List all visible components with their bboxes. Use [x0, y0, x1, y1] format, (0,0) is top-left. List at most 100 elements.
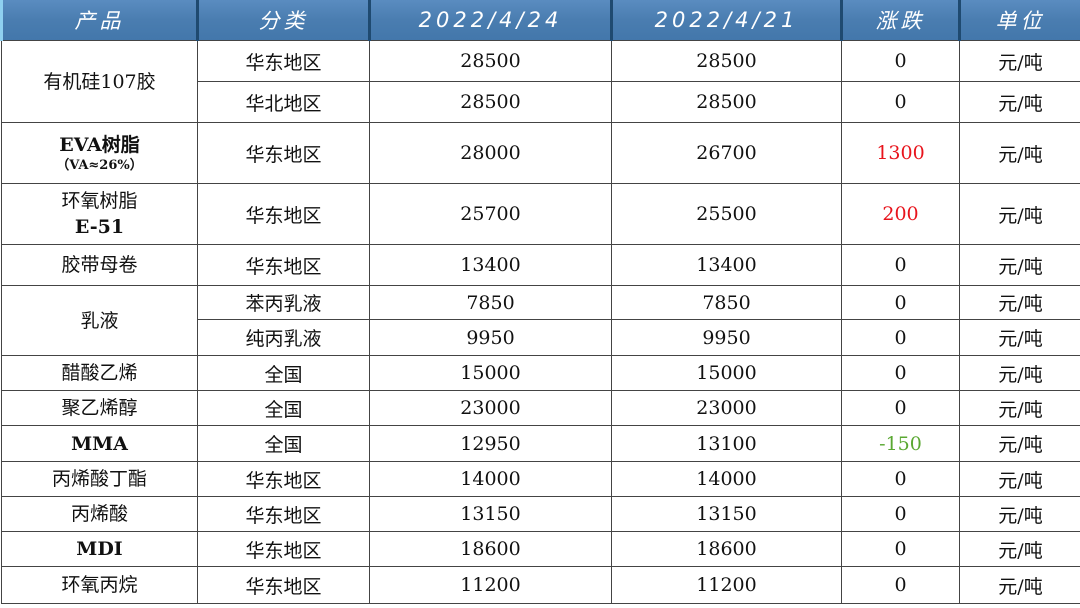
table-row: 聚乙烯醇 全国 23000 23000 0 元/吨 [1, 390, 1080, 426]
price-date2: 13150 [611, 496, 842, 532]
price-date2: 14000 [611, 461, 842, 497]
table-row: EVA树脂 （VA≈26%） 华东地区 28000 26700 1300 元/吨 [1, 122, 1080, 184]
product-cell: EVA树脂 （VA≈26%） [1, 122, 198, 184]
price-date2: 28500 [611, 40, 842, 82]
product-name: 乳液 [80, 309, 119, 332]
table-row: 环氧丙烷 华东地区 11200 11200 0 元/吨 [1, 566, 1080, 604]
price-date1: 28500 [369, 81, 612, 123]
unit-cell: 元/吨 [959, 40, 1080, 82]
product-subname: E-51 [74, 216, 125, 238]
unit-cell: 元/吨 [959, 425, 1080, 462]
unit-cell: 元/吨 [959, 183, 1080, 245]
product-cell: 环氧树脂 E-51 [1, 183, 198, 245]
product-name: 聚乙烯醇 [61, 397, 138, 419]
product-name: 丙烯酸丁酯 [51, 468, 147, 490]
product-name: 环氧树脂 [61, 190, 138, 212]
category-cell: 华东地区 [197, 40, 370, 82]
header-date2: 2022/4/21 [610, 0, 843, 41]
product-name: 醋酸乙烯 [61, 362, 138, 384]
price-date1: 9950 [369, 319, 612, 356]
change-cell: 0 [841, 244, 960, 286]
price-date1: 28000 [369, 122, 612, 184]
category-cell: 全国 [197, 425, 370, 462]
price-date1: 14000 [369, 461, 612, 497]
table-row: 胶带母卷 华东地区 13400 13400 0 元/吨 [1, 244, 1080, 286]
unit-cell: 元/吨 [959, 122, 1080, 184]
change-cell: 0 [841, 285, 960, 320]
price-date2: 7850 [611, 285, 842, 320]
change-cell: 0 [841, 496, 960, 532]
product-cell: 聚乙烯醇 [1, 390, 198, 426]
price-date1: 15000 [369, 355, 612, 391]
product-cell: 乳液 [1, 285, 198, 356]
change-cell: 1300 [841, 122, 960, 184]
category-cell: 华东地区 [197, 531, 370, 567]
table-row: 丙烯酸 华东地区 13150 13150 0 元/吨 [1, 496, 1080, 532]
table-row: MMA 全国 12950 13100 -150 元/吨 [1, 425, 1080, 462]
price-date2: 25500 [611, 183, 842, 245]
header-product: 产品 [0, 0, 199, 41]
change-cell: 200 [841, 183, 960, 245]
table-row: 华北地区 28500 28500 0 元/吨 [2, 81, 1080, 123]
header-row: 产品 分类 2022/4/24 2022/4/21 涨跌 单位 [0, 0, 1080, 41]
unit-cell: 元/吨 [959, 355, 1080, 391]
price-date1: 13150 [369, 496, 612, 532]
unit-cell: 元/吨 [959, 531, 1080, 567]
product-subname: （VA≈26%） [56, 158, 143, 173]
product-name: 丙烯酸 [70, 503, 128, 525]
product-name: MMA [71, 432, 128, 455]
price-date1: 11200 [369, 566, 612, 604]
table-row: 乳液 苯丙乳液 7850 7850 0 元/吨 [1, 285, 1080, 356]
unit-cell: 元/吨 [959, 461, 1080, 497]
price-date1: 18600 [369, 531, 612, 567]
price-date2: 23000 [611, 390, 842, 426]
price-date1: 13400 [369, 244, 612, 286]
product-cell: 胶带母卷 [1, 244, 198, 286]
unit-cell: 元/吨 [959, 566, 1080, 604]
product-name: 环氧丙烷 [61, 574, 138, 596]
price-date2: 11200 [611, 566, 842, 604]
price-date2: 15000 [611, 355, 842, 391]
table-row: MDI 华东地区 18600 18600 0 元/吨 [1, 531, 1080, 567]
product-name: 有机硅107胶 [43, 70, 156, 93]
category-cell: 华东地区 [197, 496, 370, 532]
unit-cell: 元/吨 [959, 285, 1080, 320]
change-cell: 0 [841, 355, 960, 391]
unit-cell: 元/吨 [959, 244, 1080, 286]
header-date1: 2022/4/24 [368, 0, 613, 41]
price-date1: 28500 [369, 40, 612, 82]
table-row: 有机硅107胶 华东地区 28500 28500 0 元/吨 [1, 40, 1080, 123]
header-change: 涨跌 [840, 0, 961, 41]
unit-cell: 元/吨 [959, 390, 1080, 426]
category-cell: 华东地区 [197, 244, 370, 286]
table-row: 环氧树脂 E-51 华东地区 25700 25500 200 元/吨 [1, 183, 1080, 245]
change-cell: 0 [841, 461, 960, 497]
product-cell: 醋酸乙烯 [1, 355, 198, 391]
category-cell: 全国 [197, 355, 370, 391]
unit-cell: 元/吨 [959, 81, 1080, 123]
product-name: 胶带母卷 [61, 254, 138, 276]
price-date1: 25700 [369, 183, 612, 245]
unit-cell: 元/吨 [959, 496, 1080, 532]
price-date1: 12950 [369, 425, 612, 462]
product-name: MDI [76, 538, 123, 560]
table-row: 纯丙乳液 9950 9950 0 元/吨 [2, 319, 1080, 356]
change-cell: 0 [841, 319, 960, 356]
category-cell: 华东地区 [197, 461, 370, 497]
category-cell: 纯丙乳液 [197, 319, 370, 356]
change-cell: 0 [841, 81, 960, 123]
unit-cell: 元/吨 [959, 319, 1080, 356]
table-row: 醋酸乙烯 全国 15000 15000 0 元/吨 [1, 355, 1080, 391]
product-name: EVA树脂 [59, 134, 140, 156]
price-date2: 18600 [611, 531, 842, 567]
header-category: 分类 [196, 0, 371, 41]
change-cell: -150 [841, 425, 960, 462]
product-cell: 丙烯酸丁酯 [1, 461, 198, 497]
table-row: 丙烯酸丁酯 华东地区 14000 14000 0 元/吨 [1, 461, 1080, 497]
header-unit: 单位 [958, 0, 1080, 41]
category-cell: 华东地区 [197, 122, 370, 184]
product-cell: 有机硅107胶 [1, 40, 198, 123]
category-cell: 华北地区 [197, 81, 370, 123]
product-cell: MMA [1, 425, 198, 462]
